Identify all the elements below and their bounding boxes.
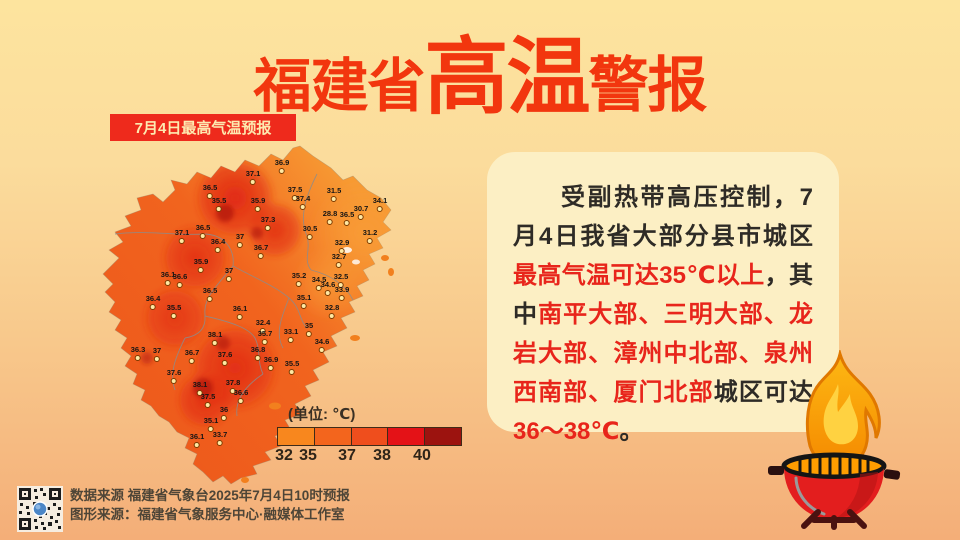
legend-segment xyxy=(350,428,388,445)
grill-icon xyxy=(768,452,901,530)
legend-unit-label: (单位: ℃) xyxy=(288,406,356,423)
title-emphasis: 高温 xyxy=(424,30,591,124)
legend-segment xyxy=(313,428,351,445)
warning-text-panel: 受副热带高压控制，7月4日我省大部分县市城区最高气温可达35℃以上，其中南平大部… xyxy=(487,152,839,445)
warning-text-segment: 受副热带高压控制，7月4日我省大部分县市城区 xyxy=(513,184,813,250)
qr-code xyxy=(17,486,63,532)
legend-segment xyxy=(424,428,461,445)
warning-text-segment: 南平大部、三明大部、龙岩大部、漳州中北部、泉州西南部、厦门北部 xyxy=(513,301,814,406)
legend-tick: 40 xyxy=(413,447,431,464)
legend-color-bar xyxy=(277,427,462,446)
map-caption-text: 7月4日最高气温预报 xyxy=(134,120,272,137)
title-suffix: 警报 xyxy=(588,52,708,119)
legend-tick-labels: 32 35 37 38 40 xyxy=(275,447,460,465)
source-credits: 数据来源 福建省气象台2025年7月4日10时预报 图形来源：福建省气象服务中心… xyxy=(70,486,350,524)
data-source-line: 数据来源 福建省气象台2025年7月4日10时预报 xyxy=(70,488,350,503)
legend-segment xyxy=(387,428,425,445)
legend-tick: 35 xyxy=(299,447,317,464)
warning-paragraph: 受副热带高压控制，7月4日我省大部分县市城区最高气温可达35℃以上，其中南平大部… xyxy=(513,178,813,451)
flame-icon xyxy=(805,350,881,468)
fujian-map-graphic xyxy=(102,145,394,485)
title-prefix: 福建省 xyxy=(253,54,425,119)
warning-text-segment: 36～38℃ xyxy=(513,418,620,445)
warning-text-segment: 。 xyxy=(619,418,644,445)
graphic-source-line: 图形来源：福建省气象服务中心·融媒体工作室 xyxy=(70,507,345,522)
legend-segment xyxy=(278,428,314,445)
legend-tick: 37 xyxy=(338,447,356,464)
legend-tick: 38 xyxy=(373,447,391,464)
page-title: 福建省高温警报 xyxy=(0,10,960,131)
prefecture-borders xyxy=(114,173,354,417)
warning-text-segment: 最高气温可达35℃以上 xyxy=(513,262,765,289)
warning-text-segment: ，其中 xyxy=(513,262,813,328)
warning-text-segment: 城区可达 xyxy=(713,379,814,406)
legend-tick: 32 xyxy=(275,447,293,464)
map-caption: 7月4日最高气温预报 xyxy=(110,114,296,141)
grill-illustration xyxy=(768,350,901,530)
